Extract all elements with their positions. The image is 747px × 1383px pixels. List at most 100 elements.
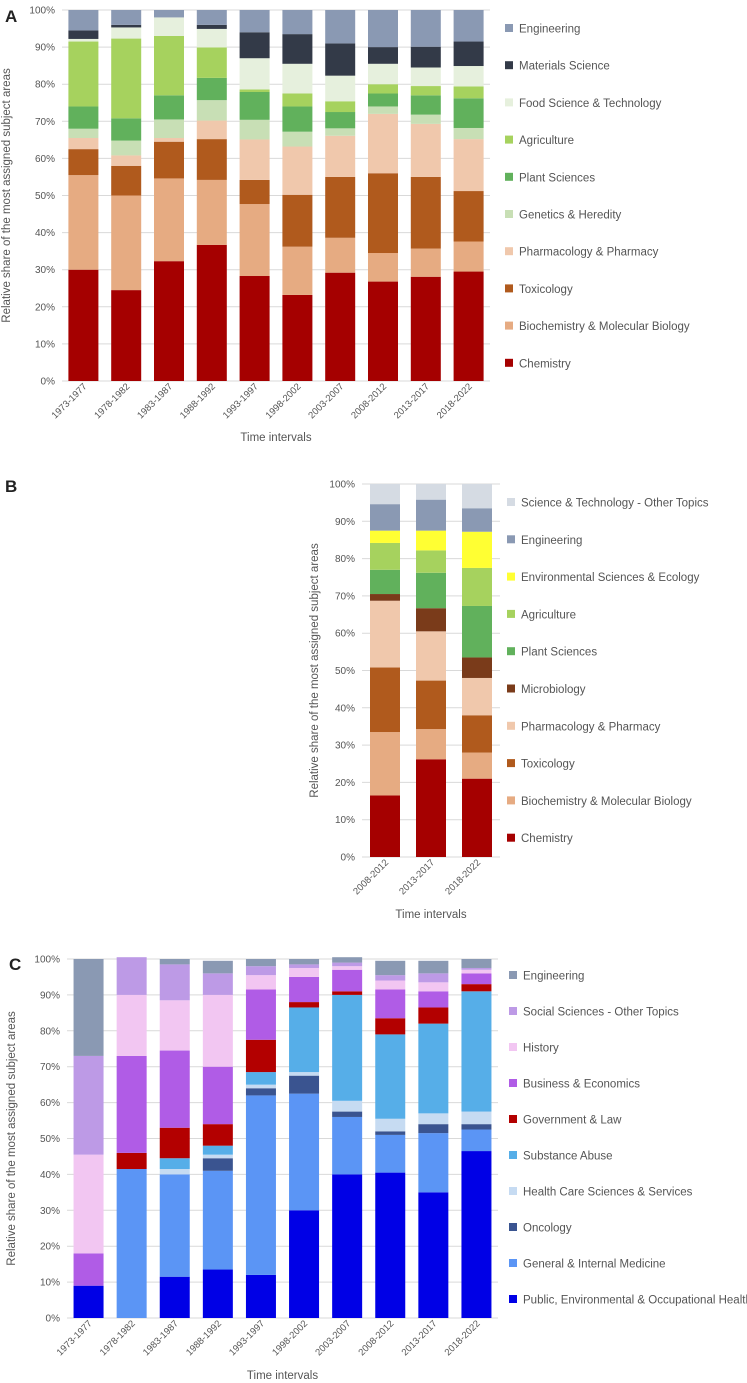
bar-segment-health-care-sciences-services bbox=[245, 1084, 276, 1089]
y-tick-label: 80% bbox=[40, 1026, 60, 1037]
x-tick-label: 1978-1982 bbox=[98, 1318, 138, 1358]
bar-segment-substance-abuse bbox=[418, 1023, 449, 1114]
bar-segment-genetics-heredity bbox=[239, 119, 270, 140]
x-tick-label: 1993-1997 bbox=[227, 1318, 267, 1358]
legend-swatch bbox=[505, 135, 513, 144]
bar-segment-engineering bbox=[461, 959, 492, 968]
legend-swatch bbox=[509, 1187, 517, 1195]
bar-segment-social-sciences-other-topics bbox=[418, 973, 449, 983]
bar-segment-agriculture bbox=[368, 84, 398, 94]
bar-segment-substance-abuse bbox=[202, 1145, 233, 1155]
bar-segment-business-economics bbox=[116, 1055, 147, 1153]
bar-segment-pharmacology-pharmacy bbox=[416, 631, 446, 681]
legend-label: Plant Sciences bbox=[521, 647, 597, 659]
legend-label: Genetics & Heredity bbox=[519, 210, 622, 222]
legend-swatch bbox=[507, 498, 515, 506]
bar-segment-biochemistry-molecular-biology bbox=[410, 248, 441, 277]
bar-segment-toxicology bbox=[239, 179, 270, 205]
bar-segment-agriculture bbox=[282, 93, 313, 107]
legend-swatch bbox=[505, 172, 513, 181]
bar-segment-food-science-technology bbox=[410, 67, 441, 87]
bar-segment-health-care-sciences-services bbox=[289, 1072, 320, 1076]
bar-segment-biochemistry-molecular-biology bbox=[368, 253, 398, 282]
bar-segment-engineering bbox=[289, 959, 320, 965]
bar-segment-microbiology bbox=[462, 657, 492, 678]
bar-segment-plant-sciences bbox=[111, 118, 142, 141]
legend-label: Government & Law bbox=[523, 1115, 622, 1127]
bar-segment-chemistry bbox=[282, 294, 313, 381]
bar-segment-chemistry bbox=[416, 759, 446, 857]
bar-segment-engineering bbox=[159, 959, 190, 965]
legend-label: Pharmacology & Pharmacy bbox=[519, 247, 659, 259]
legend-swatch bbox=[507, 721, 515, 730]
bar-segment-science-technology-other-topics bbox=[416, 484, 446, 500]
bar-segment-chemistry bbox=[196, 244, 227, 381]
bar-segment-business-economics bbox=[375, 989, 406, 1019]
bar-segment-microbiology bbox=[370, 594, 400, 601]
bar-segment-toxicology bbox=[410, 176, 441, 249]
legend-label: Toxicology bbox=[519, 284, 573, 296]
y-tick-label: 50% bbox=[35, 191, 55, 202]
x-tick-label: 1973-1977 bbox=[55, 1318, 95, 1358]
y-tick-label: 50% bbox=[40, 1134, 60, 1145]
bar-segment-chemistry bbox=[154, 261, 184, 381]
bar-segment-materials-science bbox=[239, 32, 270, 59]
bar-segment-public-environmental-occupational-health bbox=[159, 1276, 190, 1318]
bar-segment-food-science-technology bbox=[368, 63, 398, 85]
y-tick-label: 10% bbox=[35, 339, 55, 350]
bar-segment-toxicology bbox=[154, 141, 184, 179]
y-tick-label: 40% bbox=[335, 703, 355, 714]
bar-segment-government-law bbox=[289, 1002, 320, 1008]
bar-segment-oncology bbox=[375, 1131, 406, 1135]
bar-segment-plant-sciences bbox=[410, 95, 441, 115]
bar-segment-agriculture bbox=[453, 86, 484, 99]
bar-segment-toxicology bbox=[453, 191, 484, 242]
bar-segment-general-internal-medicine bbox=[202, 1170, 233, 1270]
y-tick-label: 90% bbox=[35, 43, 55, 54]
bar-segment-history bbox=[461, 969, 492, 974]
legend-label: Toxicology bbox=[521, 759, 575, 771]
bar-segment-engineering bbox=[462, 508, 492, 532]
legend-swatch bbox=[509, 1043, 517, 1051]
legend-swatch bbox=[505, 321, 513, 330]
bar-segment-biochemistry-molecular-biology bbox=[239, 204, 270, 277]
bar-segment-history bbox=[245, 975, 276, 990]
bar-segment-business-economics bbox=[289, 976, 320, 1003]
x-tick-label: 2013-2017 bbox=[392, 381, 432, 421]
bar-segment-chemistry bbox=[462, 778, 492, 857]
bar-segment-history bbox=[116, 994, 147, 1056]
legend-swatch bbox=[505, 284, 513, 293]
bar-segment-genetics-heredity bbox=[111, 140, 142, 156]
bar-segment-public-environmental-occupational-health bbox=[461, 1151, 492, 1318]
bar-segment-toxicology bbox=[196, 139, 227, 180]
bar-segment-general-internal-medicine bbox=[116, 1169, 147, 1318]
bar-segment-food-science-technology bbox=[154, 17, 184, 36]
legend-swatch bbox=[509, 1295, 517, 1303]
bar-segment-history bbox=[159, 1000, 190, 1051]
bar-segment-genetics-heredity bbox=[68, 128, 99, 138]
bar-segment-agriculture bbox=[462, 567, 492, 606]
y-axis-label: Relative share of the most assigned subj… bbox=[1, 68, 13, 323]
bar-segment-biochemistry-molecular-biology bbox=[154, 178, 184, 262]
y-tick-label: 100% bbox=[29, 6, 55, 17]
legend-label: Health Care Sciences & Services bbox=[523, 1187, 693, 1199]
bar-segment-food-science-technology bbox=[239, 58, 270, 90]
bar-segment-social-sciences-other-topics bbox=[159, 964, 190, 1001]
legend-swatch bbox=[505, 210, 513, 218]
y-tick-label: 80% bbox=[335, 554, 355, 565]
bar-segment-plant-sciences bbox=[239, 91, 270, 120]
legend-swatch bbox=[507, 572, 515, 581]
panel-b: B 0% 10% 20% 30% 40% 50% 60% 70% 80% 90% 100% 2008-2… bbox=[5, 477, 709, 921]
panel-c: C 0% 10% 20% 30% 40% 50% 60% 70% 80% 90% 100% 1973-1… bbox=[6, 955, 747, 1383]
y-tick-label: 80% bbox=[35, 80, 55, 91]
bar-segment-business-economics bbox=[418, 991, 449, 1008]
y-tick-label: 20% bbox=[35, 302, 55, 313]
bar-segment-health-care-sciences-services bbox=[159, 1169, 190, 1175]
bar-segment-pharmacology-pharmacy bbox=[453, 139, 484, 192]
bar-segment-science-technology-other-topics bbox=[370, 484, 400, 505]
bar-segment-social-sciences-other-topics bbox=[375, 975, 406, 981]
bar-segment-history bbox=[202, 994, 233, 1067]
bar-segment-genetics-heredity bbox=[196, 100, 227, 121]
bar-segment-social-sciences-other-topics bbox=[116, 957, 147, 995]
bar-segment-materials-science bbox=[68, 30, 99, 39]
